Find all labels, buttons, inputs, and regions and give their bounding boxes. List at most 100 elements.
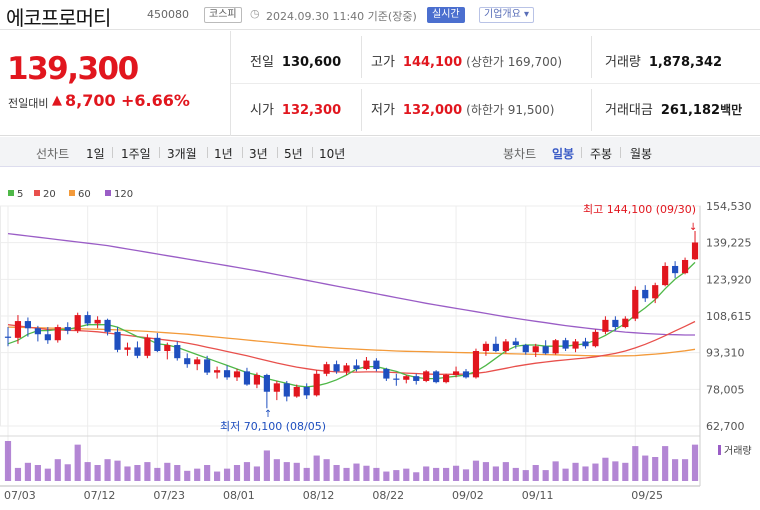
volume-bar [612, 461, 619, 481]
divider [207, 147, 208, 158]
candle [223, 370, 231, 378]
legend-swatch-60 [69, 190, 75, 196]
change-label: 전일대비 [8, 97, 49, 110]
tab-1d[interactable]: 1일 [86, 147, 105, 161]
candle [512, 341, 519, 346]
volume-bar [273, 459, 280, 481]
tab-1w[interactable]: 1주일 [121, 147, 151, 161]
volume-bar [263, 450, 270, 481]
realtime-button[interactable]: 실시간 [427, 7, 465, 23]
volume-bar [642, 455, 649, 481]
tab-1y[interactable]: 1년 [214, 147, 233, 161]
day-low: 저가 132,000 (하한가 91,500) [371, 103, 555, 118]
candle [482, 343, 490, 352]
volume-bar [383, 471, 390, 481]
candle [154, 337, 161, 352]
volume-bar [522, 470, 529, 481]
volume-bar [542, 470, 549, 481]
legend-swatch-5 [8, 190, 14, 196]
volume-bar [293, 462, 300, 481]
volume: 거래량 1,878,342 [605, 55, 723, 70]
high-annotation: 최고 144,100 (09/30) [583, 203, 696, 216]
stock-name: 에코프로머티 [6, 6, 111, 30]
volume-bar [652, 457, 659, 481]
volume-bar [214, 471, 221, 481]
candle [472, 351, 480, 378]
volume-bar [144, 462, 151, 481]
volume-bar [363, 465, 370, 481]
candle [233, 371, 241, 378]
volume-bar [204, 465, 211, 481]
low-annotation: 최저 70,100 (08/05) [220, 420, 326, 433]
volume-bar [622, 462, 629, 481]
volume-bar [223, 468, 231, 481]
chart-tabs: 선차트 1일 1주일 3개월 1년 3년 5년 10년 봉차트 일봉 주봉 월봉 [0, 137, 760, 167]
company-info-dropdown[interactable]: 기업개요 ▾ [479, 7, 534, 23]
candle [642, 289, 649, 299]
prev-close: 전일 130,600 [250, 55, 342, 70]
tab-3y[interactable]: 3년 [249, 147, 268, 161]
tab-weekly[interactable]: 주봉 [590, 147, 613, 161]
volume-bar [14, 467, 22, 481]
market-badge: 코스피 [204, 7, 242, 23]
divider [159, 147, 160, 158]
candle [64, 327, 71, 331]
candle [124, 347, 131, 350]
legend-label-20: 20 [43, 189, 56, 200]
candle [582, 341, 589, 347]
x-tick-label: 08/22 [372, 489, 404, 502]
divider [620, 147, 621, 158]
divider [361, 89, 362, 131]
y-tick-label: 154,530 [706, 200, 752, 213]
legend-label-60: 60 [78, 189, 91, 200]
volume-bar [194, 468, 201, 481]
volume-bar [602, 457, 609, 481]
candle [522, 345, 529, 353]
candle [4, 336, 12, 338]
volume-bar [373, 467, 380, 481]
candle [383, 368, 390, 379]
candle [373, 360, 380, 369]
volume-bar [452, 465, 460, 481]
candle [572, 341, 579, 349]
high-arrow-icon: ↓ [689, 222, 697, 233]
volume-bar [233, 465, 241, 481]
low-arrow-icon: ↑ [264, 409, 272, 420]
divider [591, 89, 592, 131]
current-price: 139,300 [7, 51, 139, 87]
volume-bar [582, 466, 589, 481]
tab-5y[interactable]: 5년 [284, 147, 303, 161]
tab-daily[interactable]: 일봉 [552, 147, 575, 161]
candle [114, 331, 121, 350]
candle [14, 321, 22, 338]
x-tick-label: 09/25 [631, 489, 663, 502]
volume-bar [512, 467, 519, 481]
ma120-line [7, 232, 695, 336]
x-tick-label: 08/01 [223, 489, 255, 502]
volume-bar [104, 459, 111, 481]
candle [452, 371, 460, 375]
volume-bar [632, 446, 639, 481]
tab-3m[interactable]: 3개월 [167, 147, 197, 161]
volume-bar [74, 444, 81, 481]
volume-bar [303, 467, 310, 481]
stock-header: 에코프로머티 450080 코스피 ◷ 2024.09.30 11:40 기준(… [0, 0, 760, 30]
day-high: 고가 144,100 (상한가 169,700) [371, 55, 563, 70]
divider [231, 83, 760, 84]
legend-label-120: 120 [114, 189, 133, 200]
legend-swatch-120 [105, 190, 111, 196]
y-tick-label: 93,310 [706, 347, 745, 360]
volume-bar [552, 461, 559, 481]
tab-monthly[interactable]: 월봉 [630, 147, 653, 161]
candle [532, 346, 539, 353]
legend-label-5: 5 [17, 189, 23, 200]
volume-bar [423, 466, 430, 481]
candle [672, 265, 679, 274]
candle [423, 371, 430, 381]
volume-bar [662, 446, 669, 481]
candle [44, 334, 51, 341]
volume-bar [691, 444, 699, 481]
volume-bar [184, 470, 191, 481]
candle [492, 343, 499, 352]
tab-10y[interactable]: 10년 [319, 147, 346, 161]
